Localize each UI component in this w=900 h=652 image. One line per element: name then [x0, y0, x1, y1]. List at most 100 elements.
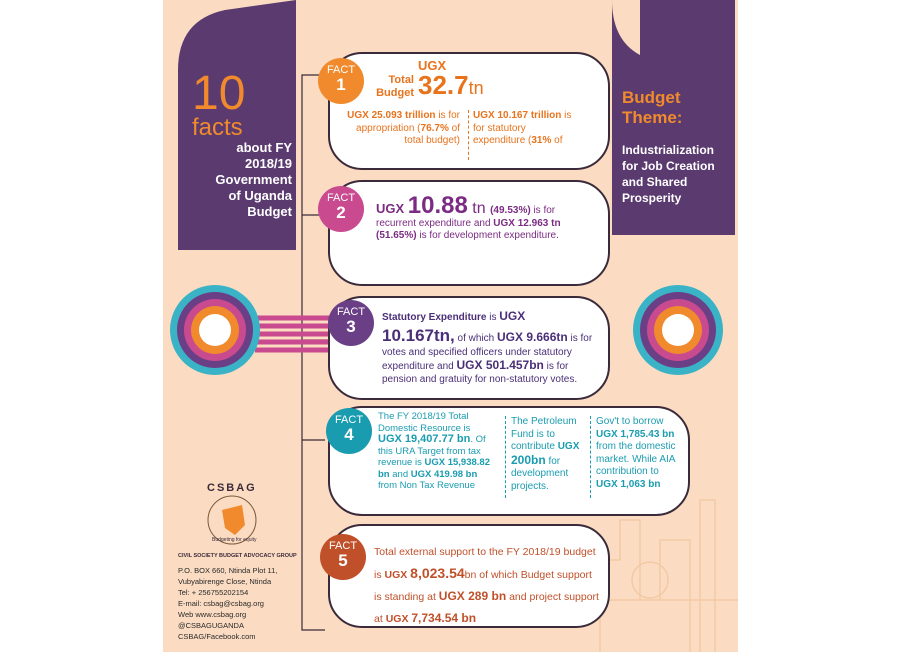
fact-badge: FACT 2: [318, 186, 364, 232]
seg: is for development expenditure.: [416, 230, 559, 241]
logo: [207, 495, 257, 545]
line: of Uganda: [228, 188, 292, 203]
seg: UGX: [376, 201, 408, 216]
amount: 32.7: [418, 70, 469, 100]
seg: 10.167tn,: [382, 325, 455, 345]
title-block: 10 facts about FY 2018/19 Government of …: [192, 67, 292, 220]
contact-line: Vubyabirenge Close, Ntinda: [178, 577, 272, 586]
left-banner: [178, 0, 296, 250]
fact-box: [328, 524, 610, 628]
right-banner: [612, 0, 735, 235]
seg: 10.88: [407, 192, 468, 219]
contact-line: P.O. BOX 660, Ntinda Plot 11,: [178, 566, 278, 575]
seg: Statutory Expenditure: [382, 312, 487, 323]
contact-line: Web www.csbag.org: [178, 610, 247, 619]
fact-badge: FACT 5: [320, 534, 366, 580]
seg: . Of this URA Target from tax revenue is: [378, 434, 486, 468]
fact1-left: UGX 25.093 trillion is for appropriation…: [338, 110, 460, 148]
fact-number: 1: [336, 75, 346, 94]
line: Budget: [247, 204, 292, 219]
fact-box: [328, 180, 610, 286]
seg: from Non Tax Revenue: [378, 480, 475, 491]
seg: is for recurrent expenditure and: [376, 205, 556, 229]
seg: of which: [454, 332, 498, 344]
fact-number: 3: [346, 317, 356, 336]
fact-number: 5: [338, 551, 348, 570]
fact-badge: FACT 1: [318, 58, 364, 104]
fact-box: [328, 296, 610, 400]
fact-label: FACT: [334, 414, 364, 426]
theme: Budget Theme: Industrialization for Job …: [622, 88, 732, 206]
seg: is for votes and specified officers unde…: [382, 332, 593, 373]
fact-number: 4: [344, 425, 354, 444]
banner-notch: [612, 0, 640, 55]
seg: UGX 10.167 trillion: [473, 110, 562, 121]
seg: UGX 1,785.43 bn: [596, 428, 675, 440]
connectors: [255, 74, 330, 631]
seg: of total budget): [404, 122, 460, 147]
line: 2018/19: [245, 156, 292, 171]
line: Government: [215, 172, 292, 187]
seg: 200bn: [511, 452, 546, 467]
seg: UGX: [385, 613, 412, 625]
seg: UGX 289 bn: [438, 589, 507, 603]
seg: 7,734.54 bn: [411, 611, 477, 625]
facts-word: facts: [192, 114, 243, 141]
seg: and project support at: [374, 591, 599, 625]
fact-box: [328, 52, 610, 170]
seg: UGX 12.963 tn (51.65%): [376, 217, 561, 242]
seg: tn: [467, 200, 491, 217]
org-name: CSBAG: [207, 482, 257, 494]
line: and Shared: [622, 175, 688, 189]
big-number: 10: [192, 67, 246, 120]
seg: UGX 501.457bn: [456, 358, 544, 372]
line: Budget: [622, 88, 681, 107]
fact-label: FACT: [326, 192, 356, 204]
currency: UGX: [418, 58, 447, 73]
contact-line: @CSBAGUGANDA: [178, 621, 244, 630]
fact-box: [328, 406, 690, 516]
seg: The Petroleum Fund is to contribute: [511, 416, 577, 452]
seg: for development projects.: [511, 455, 569, 492]
seg: 8,023.54: [410, 565, 465, 581]
fact2-text: UGX 10.88 tn (49.53%) is for recurrent e…: [376, 194, 596, 243]
fact4-col3: Gov't to borrow UGX 1,785.43 bn from the…: [590, 416, 681, 498]
seg: UGX: [384, 569, 411, 581]
fact-badge: FACT 3: [328, 300, 374, 346]
fact-badge: FACT 4: [326, 408, 372, 454]
line: Budget: [376, 87, 414, 99]
unit: tn: [468, 78, 484, 98]
fact-number: 2: [336, 203, 346, 222]
seg: UGX: [557, 441, 580, 452]
seg: Total external support to the FY 2018/19…: [374, 546, 596, 581]
seg: and: [389, 468, 411, 480]
fact5-text: Total external support to the FY 2018/19…: [374, 542, 599, 630]
theme-text: Industrialization for Job Creation and S…: [622, 142, 732, 206]
org-tagline: Budgeting for equity: [212, 537, 257, 543]
rings-right: [633, 285, 723, 375]
seg: UGX 419.98 bn: [410, 468, 478, 480]
contact-line: CSBAG/Facebook.com: [178, 632, 256, 641]
seg: UGX 25.093 trillion: [347, 110, 436, 121]
subtitle: about FY 2018/19 Government of Uganda Bu…: [192, 140, 292, 220]
heading: Total Budget: [374, 74, 414, 100]
seg: UGX: [499, 309, 526, 323]
line: about FY: [236, 140, 292, 155]
contact: P.O. BOX 660, Ntinda Plot 11, Vubyabiren…: [178, 565, 277, 642]
fact3-text: Statutory Expenditure is UGX 10.167tn, of…: [382, 310, 597, 386]
fact-label: FACT: [336, 306, 366, 318]
seg: from the domestic market. While AIA cont…: [596, 441, 676, 477]
line: Total: [388, 74, 414, 86]
contact-line: E-mail: csbag@csbag.org: [178, 599, 264, 608]
fact4-col1: The FY 2018/19 Total Domestic Resource i…: [378, 411, 496, 492]
seg: UGX 1,063 bn: [596, 478, 661, 490]
line: Theme:: [622, 108, 683, 127]
seg: 31%: [531, 135, 552, 146]
seg: is for statutory expenditure (: [473, 110, 572, 146]
seg: UGX 19,407.77 bn: [378, 433, 471, 445]
seg: is for appropriation (: [356, 110, 460, 134]
line: Industrialization: [622, 143, 715, 157]
seg: 76.7%: [420, 122, 449, 134]
org-full: CIVIL SOCIETY BUDGET ADVOCACY GROUP: [178, 553, 297, 559]
